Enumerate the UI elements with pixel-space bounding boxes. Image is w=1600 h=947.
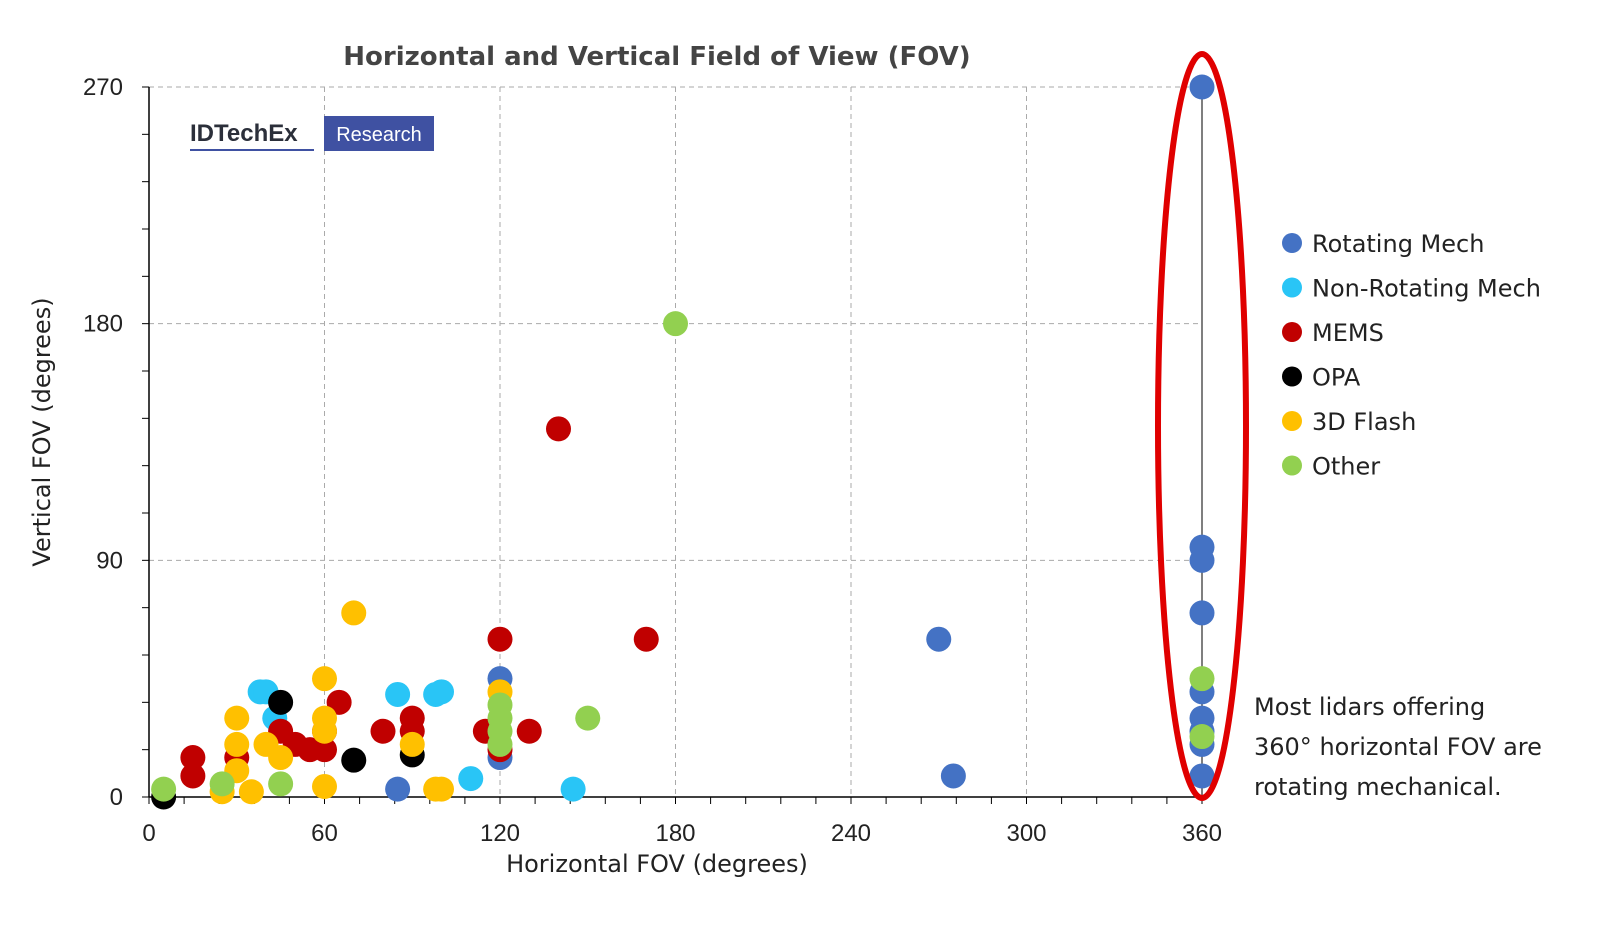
legend-marker-mems (1282, 322, 1302, 342)
point-rotating-mech (1189, 547, 1215, 573)
legend-marker-3d-flash (1282, 411, 1302, 431)
point-3d-flash (341, 600, 367, 626)
point-other (575, 705, 601, 731)
point-non-rotating-mech (429, 679, 454, 705)
point-3d-flash (238, 779, 264, 805)
legend-marker-rotating-mech (1282, 233, 1302, 253)
legend: Rotating Mech Non-Rotating Mech MEMS OPA 3D … (1282, 230, 1541, 481)
legend-label-mems: MEMS (1312, 319, 1384, 347)
chart-title: Horizontal and Vertical Field of View (F… (343, 42, 970, 72)
annotation-line: 360° horizontal FOV are (1254, 733, 1542, 761)
point-3d-flash (312, 666, 337, 692)
x-tick-label: 360 (1182, 820, 1222, 847)
point-rotating-mech (1189, 74, 1215, 100)
point-other (1189, 724, 1215, 750)
legend-label-opa: OPA (1312, 364, 1361, 392)
annotation: Most lidars offering 360° horizontal FOV … (1254, 693, 1542, 801)
legend-label-3d-flash: 3D Flash (1312, 408, 1416, 436)
point-other (487, 731, 513, 757)
logo-main-text: IDTechEx (190, 120, 298, 147)
legend-label-other: Other (1312, 453, 1380, 481)
point-mems (326, 689, 352, 715)
point-mems (633, 626, 659, 652)
point-other (663, 311, 688, 337)
annotation-line: rotating mechanical. (1254, 773, 1502, 801)
point-mems (546, 416, 571, 442)
point-opa (341, 747, 367, 773)
point-mems (370, 718, 396, 744)
logo-sub-background (324, 116, 434, 151)
x-axis-label: Horizontal FOV (degrees) (506, 850, 808, 878)
x-tick-label: 60 (311, 820, 338, 847)
point-other (209, 771, 235, 797)
point-3d-flash (268, 745, 294, 771)
point-mems (516, 718, 542, 744)
x-tick-label: 180 (655, 820, 695, 847)
logo-sub-text: Research (336, 124, 422, 146)
point-rotating-mech (385, 776, 411, 802)
point-3d-flash (429, 776, 454, 802)
y-tick-label: 90 (96, 547, 123, 574)
point-rotating-mech (926, 626, 952, 652)
axes (142, 86, 1203, 804)
point-rotating-mech (1189, 763, 1215, 789)
point-non-rotating-mech (560, 776, 586, 802)
point-opa (268, 689, 294, 715)
y-axis-label: Vertical FOV (degrees) (28, 297, 56, 566)
legend-label-non-rotating-mech: Non-Rotating Mech (1312, 275, 1541, 303)
legend-marker-non-rotating-mech (1282, 277, 1302, 298)
tick-labels: 0 60 120 180 240 300 360 0 90 180 270 (83, 74, 1222, 847)
point-other (151, 776, 177, 802)
point-non-rotating-mech (458, 766, 484, 792)
highlight-ellipse (1155, 51, 1249, 801)
gridlines (149, 86, 1203, 797)
point-non-rotating-mech (385, 681, 411, 707)
point-rotating-mech (940, 763, 966, 789)
y-tick-label: 180 (83, 311, 123, 338)
x-tick-label: 120 (480, 820, 520, 847)
x-tick-label: 0 (142, 820, 155, 847)
point-3d-flash (399, 731, 425, 757)
y-tick-label: 0 (110, 784, 123, 811)
point-3d-flash (312, 718, 337, 744)
annotation-line: Most lidars offering (1254, 693, 1485, 721)
point-mems (487, 626, 513, 652)
point-other (1189, 666, 1215, 692)
data-points (151, 74, 1215, 810)
idtechex-logo: IDTechEx Research (190, 116, 434, 151)
point-mems (180, 745, 206, 771)
legend-marker-opa (1282, 366, 1302, 387)
x-tick-label: 300 (1006, 820, 1046, 847)
point-3d-flash (224, 731, 250, 757)
y-tick-label: 270 (83, 74, 123, 101)
point-rotating-mech (1189, 600, 1215, 626)
x-tick-label: 240 (831, 820, 871, 847)
legend-label-rotating-mech: Rotating Mech (1312, 230, 1484, 258)
point-other (268, 771, 294, 797)
point-3d-flash (312, 773, 337, 799)
point-mems (180, 763, 206, 789)
legend-marker-other (1282, 455, 1302, 476)
point-3d-flash (224, 705, 250, 731)
